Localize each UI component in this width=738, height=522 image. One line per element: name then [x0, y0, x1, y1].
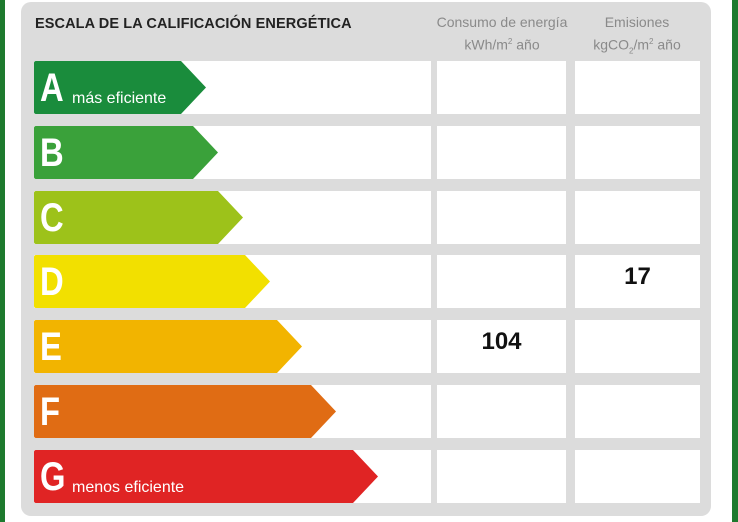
rating-arrow-e: E	[34, 320, 302, 373]
energy-cell-a	[437, 61, 566, 114]
energy-cell-b	[437, 126, 566, 179]
emissions-header-label: Emisiones	[604, 14, 670, 30]
rating-letter: E	[40, 325, 62, 369]
emissions-header-unit: kgCO2/m2 año	[593, 36, 681, 56]
energy-cell-c	[437, 191, 566, 244]
energy-column-header: Consumo de energía kWh/m2 año	[432, 12, 572, 55]
energy-cell-f	[437, 385, 566, 438]
rating-letter: F	[40, 390, 61, 434]
scale-title: ESCALA DE LA CALIFICACIÓN ENERGÉTICA	[35, 16, 352, 32]
emissions-value: 17	[624, 263, 651, 290]
energy-consumption-value: 104	[481, 328, 522, 355]
energy-cell-g	[437, 450, 566, 503]
rating-description: más eficiente	[72, 90, 167, 107]
energy-header-unit: kWh/m2 año	[464, 36, 540, 53]
rating-arrow-f: F	[34, 385, 336, 438]
rating-arrow-c: C	[34, 191, 243, 244]
emissions-cell-g	[575, 450, 700, 503]
emissions-cell-c	[575, 191, 700, 244]
energy-cell-d	[437, 255, 566, 308]
rating-letter: G	[40, 455, 66, 499]
emissions-column-header: Emisiones kgCO2/m2 año	[568, 12, 706, 61]
rating-arrow-d: D	[34, 255, 270, 308]
emissions-cell-e	[575, 320, 700, 373]
rating-letter: B	[40, 131, 64, 175]
rating-arrow-b: B	[34, 126, 218, 179]
energy-header-label: Consumo de energía	[436, 14, 568, 30]
emissions-cell-d	[575, 255, 700, 308]
emissions-cell-a	[575, 61, 700, 114]
rating-letter: A	[40, 66, 64, 110]
energy-cell-e	[437, 320, 566, 373]
emissions-cell-b	[575, 126, 700, 179]
emissions-cell-f	[575, 385, 700, 438]
rating-letter: D	[40, 260, 64, 304]
rating-letter: C	[40, 196, 64, 240]
rating-description: menos eficiente	[72, 479, 185, 496]
